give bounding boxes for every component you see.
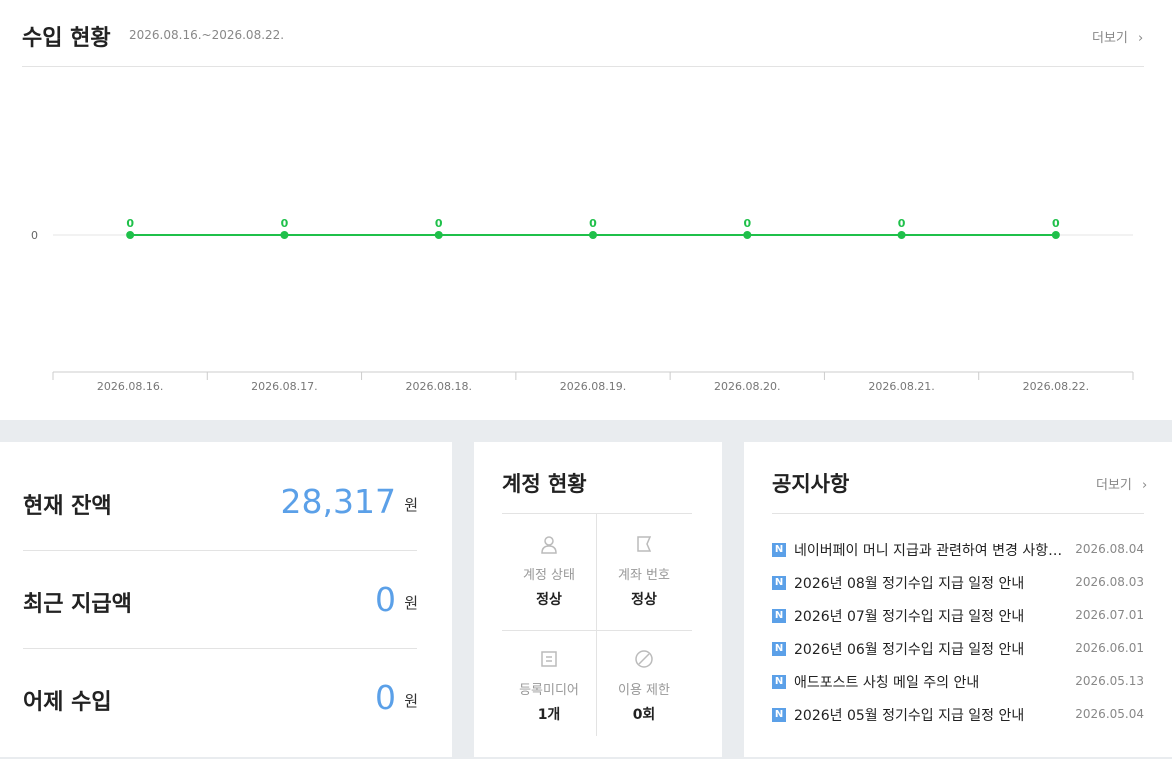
point bbox=[280, 231, 289, 239]
notice-title: 2026년 06월 정기수입 지급 일정 안내 bbox=[794, 642, 1025, 658]
notice-title: 네이버페이 머니 지급과 관련하여 변경 사항… bbox=[794, 543, 1063, 559]
row-unit: 원 bbox=[404, 594, 418, 612]
n-icon: N bbox=[772, 708, 786, 722]
n-icon: N bbox=[772, 609, 786, 623]
icon bbox=[597, 534, 691, 558]
notice-title: 2026년 08월 정기수입 지급 일정 안내 bbox=[794, 576, 1025, 592]
card-title: 공지사항 bbox=[772, 472, 850, 496]
data-label: 0 bbox=[435, 217, 443, 230]
notice-date: 2026.08.03 bbox=[1075, 575, 1144, 589]
icon-svg bbox=[637, 536, 652, 552]
notice-item[interactable]: N 2026년 05월 정기수입 지급 일정 안내 2026.05.04 bbox=[772, 705, 1144, 725]
chart: 0 2026.08.16. 2026.08.17. 2026.08.18. 2026.0… bbox=[31, 217, 1134, 393]
icon bbox=[597, 649, 691, 673]
row-value: 0 bbox=[375, 580, 396, 619]
data-label: 0 bbox=[281, 217, 289, 230]
notice-date: 2026.05.13 bbox=[1075, 674, 1144, 688]
row-unit: 원 bbox=[404, 692, 418, 710]
cell-value: 1개 bbox=[537, 707, 561, 723]
notice-item[interactable]: N 네이버페이 머니 지급과 관련하여 변경 사항… 2026.08.04 bbox=[772, 540, 1144, 560]
icon bbox=[502, 649, 596, 673]
account-card: 계정 현황 계정 상태 정상 계좌 번호 정상 등록미디어 1개 이용 제한 0회 bbox=[474, 442, 722, 757]
cell-label: 등록미디어 bbox=[519, 683, 579, 698]
data-label: 0 bbox=[898, 217, 906, 230]
notice-title: 애드포스트 사칭 메일 주의 안내 bbox=[794, 675, 980, 691]
notice-item[interactable]: N 2026년 07월 정기수입 지급 일정 안내 2026.07.01 bbox=[772, 606, 1144, 626]
point bbox=[126, 231, 135, 239]
row-unit: 원 bbox=[404, 496, 418, 514]
notice-date: 2026.08.04 bbox=[1075, 542, 1144, 556]
more-text: 더보기 bbox=[1096, 478, 1132, 493]
cell-value: 0회 bbox=[632, 707, 656, 723]
n-icon: N bbox=[772, 543, 786, 557]
x-tick-label: 2026.08.22. bbox=[1023, 380, 1089, 393]
notice-item[interactable]: N 애드포스트 사칭 메일 주의 안내 2026.05.13 bbox=[772, 672, 1144, 692]
x-tick-label: 2026.08.16. bbox=[97, 380, 163, 393]
divider bbox=[502, 630, 692, 631]
notice-title: 2026년 05월 정기수입 지급 일정 안내 bbox=[794, 708, 1025, 724]
icon bbox=[502, 534, 596, 558]
icon-svg bbox=[541, 536, 557, 554]
divider bbox=[772, 513, 1144, 514]
notice-item[interactable]: N 2026년 06월 정기수입 지급 일정 안내 2026.06.01 bbox=[772, 639, 1144, 659]
icon-svg bbox=[541, 651, 557, 667]
status-cell: 이용 제한 0회 bbox=[597, 649, 691, 724]
n-icon: N bbox=[772, 576, 786, 590]
status-cell: 등록미디어 1개 bbox=[502, 649, 596, 724]
icon-svg bbox=[635, 650, 653, 668]
divider bbox=[22, 66, 1144, 67]
row-label: 어제 수입 bbox=[23, 690, 112, 715]
notice-card: 공지사항 더보기 › bbox=[744, 442, 1172, 757]
cell-label: 이용 제한 bbox=[618, 683, 670, 698]
data-label: 0 bbox=[126, 217, 134, 230]
x-tick-label: 2026.08.21. bbox=[868, 380, 934, 393]
income-panel: 수입 현황 2026.08.16.~2026.08.22. 더보기 › 0 202… bbox=[0, 0, 1172, 420]
notice-date: 2026.06.01 bbox=[1075, 641, 1144, 655]
n-icon: N bbox=[772, 642, 786, 656]
divider bbox=[596, 514, 597, 736]
notice-date: 2026.07.01 bbox=[1075, 608, 1144, 622]
period: 2026.08.16.~2026.08.22. bbox=[129, 28, 285, 42]
divider bbox=[23, 550, 417, 551]
point bbox=[589, 231, 597, 239]
n-icon: N bbox=[772, 675, 786, 689]
x-tick-label: 2026.08.19. bbox=[560, 380, 626, 393]
data-label: 0 bbox=[589, 217, 597, 230]
cell-value: 정상 bbox=[536, 592, 562, 608]
x-tick-label: 2026.08.20. bbox=[714, 380, 780, 393]
point bbox=[1051, 231, 1060, 239]
panel-title: 수입 현황 bbox=[22, 26, 111, 51]
row-label: 현재 잔액 bbox=[23, 494, 112, 519]
cell-label: 계정 상태 bbox=[523, 568, 575, 583]
notice-title: 2026년 07월 정기수입 지급 일정 안내 bbox=[794, 609, 1025, 625]
x-tick-label: 2026.08.18. bbox=[405, 380, 471, 393]
cell-label: 계좌 번호 bbox=[618, 568, 670, 583]
y-tick-label: 0 bbox=[31, 229, 38, 242]
more-link[interactable]: 더보기 › bbox=[1096, 478, 1148, 493]
point bbox=[743, 231, 752, 239]
more-text: 더보기 bbox=[1092, 31, 1128, 46]
point bbox=[897, 231, 906, 239]
row-label: 최근 지급액 bbox=[23, 592, 132, 617]
point bbox=[434, 231, 443, 239]
row-value: 0 bbox=[375, 678, 396, 717]
balance-card: 현재 잔액 28,317 원 최근 지급액 0 원 어제 수입 0 원 bbox=[0, 442, 452, 757]
card-title: 계정 현황 bbox=[502, 472, 587, 496]
row-value: 28,317 bbox=[280, 482, 396, 521]
divider bbox=[23, 648, 417, 649]
divider bbox=[502, 513, 692, 514]
more-link[interactable]: 더보기 › bbox=[1092, 31, 1144, 46]
x-tick-label: 2026.08.17. bbox=[251, 380, 317, 393]
cell-value: 정상 bbox=[631, 592, 657, 608]
notice-date: 2026.05.04 bbox=[1075, 707, 1144, 721]
notice-item[interactable]: N 2026년 08월 정기수입 지급 일정 안내 2026.08.03 bbox=[772, 573, 1144, 593]
data-label: 0 bbox=[1052, 217, 1060, 230]
data-label: 0 bbox=[743, 217, 751, 230]
